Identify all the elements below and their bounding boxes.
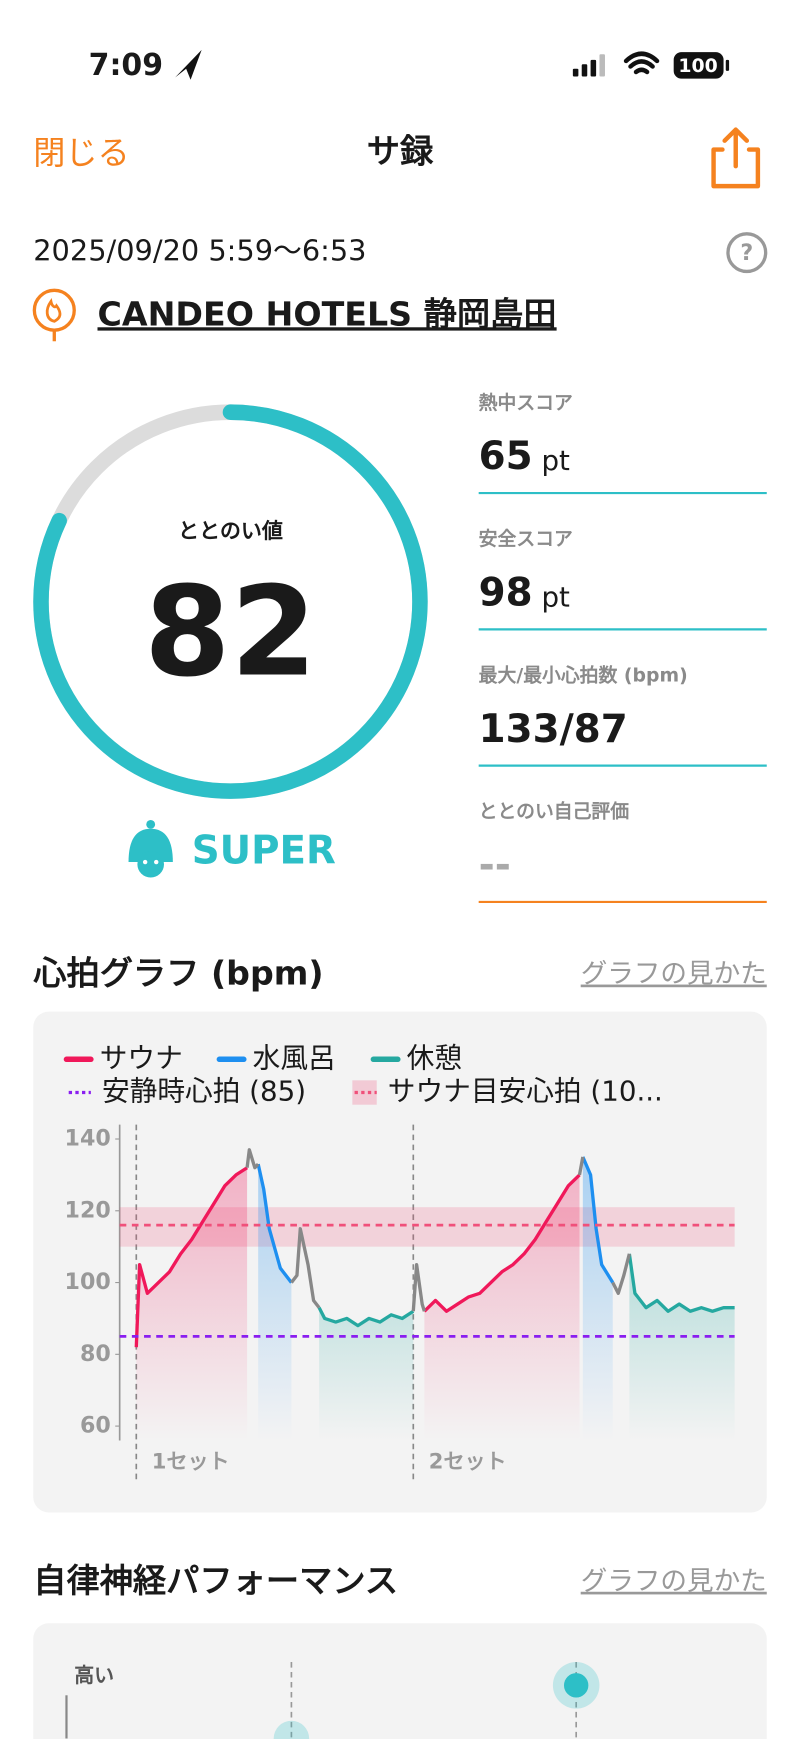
set-label: 1セット (152, 1449, 230, 1474)
rank-label: SUPER (192, 829, 336, 874)
rank-icon (128, 819, 173, 878)
section-title: 心拍グラフ (bpm) (33, 954, 323, 993)
set-label: 2セット (429, 1449, 507, 1474)
help-link[interactable]: グラフの見かた (581, 1566, 767, 1597)
battery-level: 100 (678, 56, 717, 77)
series-area (319, 1253, 735, 1441)
battery-icon (673, 52, 724, 79)
legend-label: 安静時心拍 (85) (102, 1075, 306, 1108)
legend-label: 水風呂 (253, 1041, 336, 1074)
legend-label: 休憩 (407, 1041, 462, 1074)
battery-tip (725, 59, 730, 71)
facility-icon (32, 288, 76, 342)
series-line (256, 1156, 615, 1284)
metric-label: 最大/最小心拍数 (bpm) (479, 663, 688, 686)
close-button[interactable]: 閉じる (33, 134, 129, 172)
y-tick-label: 140 (65, 1126, 111, 1152)
help-link[interactable]: グラフの見かた (581, 959, 767, 990)
y-tick-label: 120 (65, 1197, 111, 1223)
metric-value: 98 (479, 571, 533, 616)
section-title: 自律神経パフォーマンス (33, 1561, 398, 1600)
facility-link[interactable]: CANDEO HOTELS 静岡島田 (98, 294, 557, 333)
help-mark: ? (740, 240, 753, 266)
nav-title: サ録 (367, 131, 434, 170)
y-tick-label: 80 (80, 1341, 111, 1367)
score-value: 82 (144, 561, 317, 705)
y-tick-label: 100 (65, 1269, 111, 1295)
y-tick-label: 60 (80, 1413, 111, 1439)
share-button[interactable] (711, 127, 761, 189)
metric-value: 133/87 (479, 707, 628, 752)
metric-value: 65 (479, 434, 533, 479)
series-line (317, 1253, 735, 1328)
metric-unit: pt (541, 580, 570, 613)
location-icon (175, 49, 202, 80)
status-time: 7:09 (89, 48, 163, 83)
series-line (245, 1148, 631, 1312)
metric-unit: pt (541, 444, 570, 477)
point-halo (273, 1720, 310, 1739)
metric-value: -- (479, 843, 511, 888)
wifi-icon (623, 51, 660, 75)
score-ring (33, 404, 428, 799)
legend-label: サウナ目安心拍 (10... (388, 1075, 663, 1108)
legend-label: サウナ (100, 1041, 183, 1074)
metric-label: 安全スコア (479, 527, 573, 550)
metric-label: ととのい自己評価 (479, 800, 630, 823)
session-datetime: 2025/09/20 5:59〜6:53 (33, 234, 366, 268)
chart-card (33, 1623, 767, 1739)
point (563, 1673, 589, 1698)
metric-label: 熱中スコア (479, 391, 573, 414)
help-icon[interactable] (726, 232, 768, 274)
score-label: ととのい値 (178, 518, 283, 543)
y-axis-label: 高い (74, 1663, 114, 1687)
series-area (136, 1167, 580, 1441)
signal-icon (572, 54, 605, 77)
series-line (134, 1166, 581, 1348)
